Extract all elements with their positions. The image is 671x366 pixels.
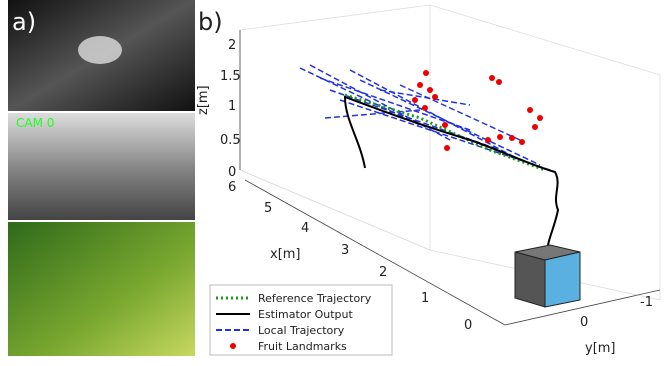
cube-side <box>514 251 546 308</box>
x-tick-label: 2 <box>379 265 387 280</box>
z-tick-label: 1 <box>228 99 236 114</box>
legend-swatch <box>230 343 236 349</box>
x-tick-label: 3 <box>341 243 349 258</box>
legend-label: Estimator Output <box>258 308 353 321</box>
z-tick-label: 0.5 <box>220 133 241 148</box>
x-tick-label: 1 <box>421 291 429 306</box>
x-tick-label: 5 <box>264 201 272 216</box>
legend-label: Local Trajectory <box>258 324 345 337</box>
z-tick-label: 1.5 <box>220 69 241 84</box>
z-axis-label: z[m] <box>196 85 211 115</box>
y-tick-label: 0 <box>580 315 588 330</box>
x-tick-label: 6 <box>228 180 236 195</box>
reference-trajectory <box>344 93 546 172</box>
x-tick-label: 0 <box>464 318 472 333</box>
legend <box>209 284 393 356</box>
gray-image <box>8 113 195 220</box>
y-axis-label: y[m] <box>585 341 616 356</box>
legend-label: Reference Trajectory <box>258 292 372 305</box>
z-tick-label: 2 <box>228 38 236 53</box>
x-axis-label: x[m] <box>270 247 301 262</box>
x-tick-label: 4 <box>301 221 309 236</box>
y-axis <box>504 289 661 326</box>
grid-line <box>239 169 431 251</box>
color-image <box>8 222 195 356</box>
fruit-landmarks <box>412 70 543 151</box>
legend-label: Fruit Landmarks <box>258 340 347 353</box>
cube-front <box>544 251 581 308</box>
z-tick-label: 0 <box>228 165 236 180</box>
depth-highlight <box>78 36 122 64</box>
local-trajectories <box>299 64 551 171</box>
estimator-output <box>343 95 560 246</box>
y-tick-label: -1 <box>640 295 653 310</box>
panel-label: b) <box>198 8 223 36</box>
x-axis <box>244 179 506 326</box>
back-walls <box>239 4 661 301</box>
camera-label: CAM 0 <box>16 116 54 130</box>
panel-label: a) <box>12 8 36 36</box>
